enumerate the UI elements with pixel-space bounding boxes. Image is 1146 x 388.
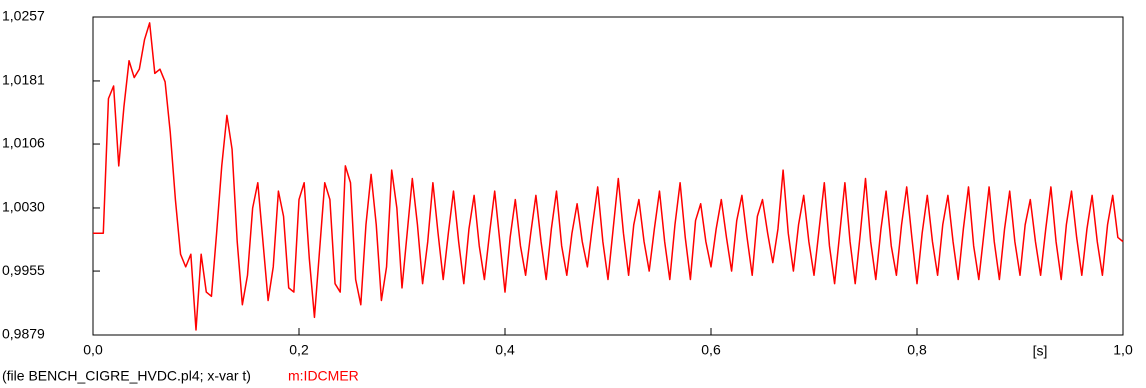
- x-tick-label: 0,8: [907, 342, 927, 358]
- plot-frame: [92, 16, 1124, 336]
- y-tick-label: 1,0030: [2, 199, 45, 215]
- file-label: (file BENCH_CIGRE_HVDC.pl4; x-var t): [2, 368, 251, 384]
- x-axis-label: [s]: [1033, 343, 1048, 359]
- x-tick-label: 0,2: [289, 342, 309, 358]
- x-tick-label: 0,4: [495, 342, 515, 358]
- x-tick-label: 0,0: [83, 342, 103, 358]
- legend-entry: m:IDCMER: [288, 368, 359, 384]
- y-tick-label: 1,0257: [2, 8, 45, 24]
- y-tick-label: 0,9955: [2, 262, 45, 278]
- y-tick-label: 1,0106: [2, 135, 45, 151]
- y-tick-label: 0,9879: [2, 326, 45, 342]
- x-tick-label: 0,6: [701, 342, 721, 358]
- y-tick-label: 1,0181: [2, 72, 45, 88]
- x-tick-label: 1,0: [1113, 342, 1133, 358]
- data-line: [93, 22, 1124, 331]
